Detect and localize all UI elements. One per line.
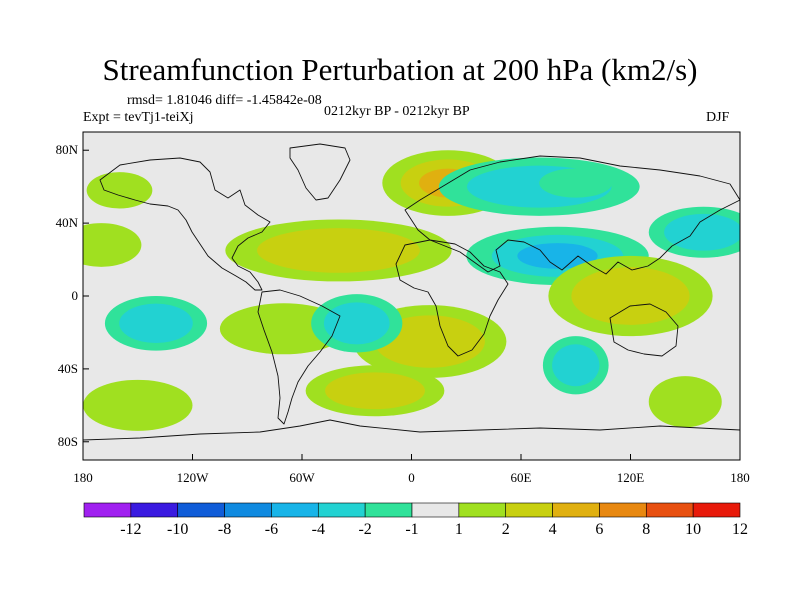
colorbar: -12 -10 -8 -6 -4 -2 -1 1 2 4 6 8 10 12 bbox=[83, 502, 748, 538]
anomaly-level bbox=[325, 372, 425, 410]
anomaly-level bbox=[83, 379, 193, 431]
anomaly-13 bbox=[305, 365, 445, 417]
x-tick-label: 120W bbox=[177, 470, 210, 485]
x-tick-label: 60W bbox=[289, 470, 315, 485]
stats-line: rmsd= 1.81046 diff= -1.45842e-08 bbox=[127, 93, 322, 108]
anomaly-10 bbox=[104, 296, 208, 351]
colorbar-label: 6 bbox=[595, 521, 603, 538]
anomaly-level bbox=[374, 315, 485, 368]
anomaly-level bbox=[552, 344, 600, 387]
anomaly-14 bbox=[542, 336, 609, 395]
colorbar-label: 10 bbox=[685, 521, 701, 538]
colorbar-label: -6 bbox=[265, 521, 278, 538]
colorbar-swatch bbox=[271, 502, 319, 518]
y-tick-label: 80S bbox=[58, 434, 78, 449]
anomaly-4 bbox=[225, 219, 452, 282]
anomaly-field bbox=[83, 150, 740, 431]
anomaly-level bbox=[257, 228, 420, 273]
colorbar-swatch bbox=[317, 502, 366, 518]
australia-coast bbox=[609, 303, 679, 357]
x-tick-label: 180 bbox=[73, 470, 93, 485]
colorbar-label: -1 bbox=[405, 521, 418, 538]
anomaly-15 bbox=[83, 379, 193, 431]
eurasia-africa-coast bbox=[404, 155, 740, 275]
colorbar-swatch bbox=[505, 502, 553, 518]
anomaly-level bbox=[517, 243, 598, 269]
colorbar-swatch bbox=[83, 502, 132, 518]
colorbar-swatch bbox=[599, 502, 647, 518]
anomaly-7 bbox=[648, 206, 740, 258]
colorbar-swatch bbox=[458, 502, 507, 518]
anomaly-3 bbox=[539, 168, 613, 198]
y-tick-label: 40S bbox=[58, 361, 78, 376]
y-tick-label: 80N bbox=[56, 142, 79, 157]
anomaly-8 bbox=[548, 255, 713, 337]
colorbar-label: 2 bbox=[502, 521, 510, 538]
anomaly-level bbox=[539, 168, 613, 198]
period-label: 0212kyr BP - 0212kyr BP bbox=[324, 104, 470, 119]
colorbar-label: 4 bbox=[549, 521, 557, 538]
colorbar-swatch bbox=[130, 502, 179, 518]
antarctica-coast bbox=[83, 419, 740, 441]
colorbar-label: -8 bbox=[218, 521, 231, 538]
colorbar-label: 12 bbox=[732, 521, 748, 538]
colorbar-label: -2 bbox=[358, 521, 371, 538]
south-america-coast bbox=[257, 289, 341, 425]
anomaly-5 bbox=[83, 223, 142, 267]
y-axis: 80N 40N 0 40S 80S bbox=[56, 142, 89, 449]
colorbar-label: -10 bbox=[167, 521, 188, 538]
experiment-label: Expt = tevTj1-teiXj bbox=[83, 110, 194, 125]
chart-title: Streamfunction Perturbation at 200 hPa (… bbox=[102, 52, 698, 87]
colorbar-swatch bbox=[411, 502, 460, 518]
x-tick-label: 180 bbox=[730, 470, 750, 485]
anomaly-16 bbox=[648, 376, 722, 428]
greenland-coast bbox=[289, 143, 351, 201]
africa-coast bbox=[395, 239, 509, 357]
colorbar-label: -4 bbox=[312, 521, 325, 538]
x-tick-label: 0 bbox=[408, 470, 415, 485]
anomaly-level bbox=[664, 213, 740, 251]
colorbar-swatch bbox=[177, 502, 225, 518]
season-label: DJF bbox=[706, 110, 730, 125]
anomaly-12 bbox=[311, 294, 403, 353]
anomaly-level bbox=[323, 302, 390, 345]
continent-outlines bbox=[83, 143, 740, 441]
anomaly-level bbox=[86, 172, 153, 209]
colorbar-label: -12 bbox=[120, 521, 141, 538]
north-america-coast bbox=[99, 157, 271, 291]
x-tick-label: 60E bbox=[511, 470, 532, 485]
colorbar-swatch bbox=[552, 502, 600, 518]
anomaly-level bbox=[571, 267, 690, 325]
colorbar-label: 1 bbox=[455, 521, 463, 538]
y-tick-label: 0 bbox=[72, 288, 79, 303]
anomaly-level bbox=[83, 223, 142, 267]
colorbar-swatch bbox=[645, 502, 694, 518]
colorbar-swatch bbox=[224, 502, 272, 518]
anomaly-level bbox=[119, 303, 193, 344]
anomaly-1 bbox=[86, 172, 153, 209]
colorbar-swatch bbox=[364, 502, 413, 518]
anomaly-level bbox=[648, 376, 722, 428]
colorbar-label: 8 bbox=[642, 521, 650, 538]
x-tick-label: 120E bbox=[617, 470, 645, 485]
colorbar-swatch bbox=[692, 502, 741, 518]
x-axis: 180 120W 60W 0 60E 120E 180 bbox=[73, 454, 750, 485]
y-tick-label: 40N bbox=[56, 215, 79, 230]
